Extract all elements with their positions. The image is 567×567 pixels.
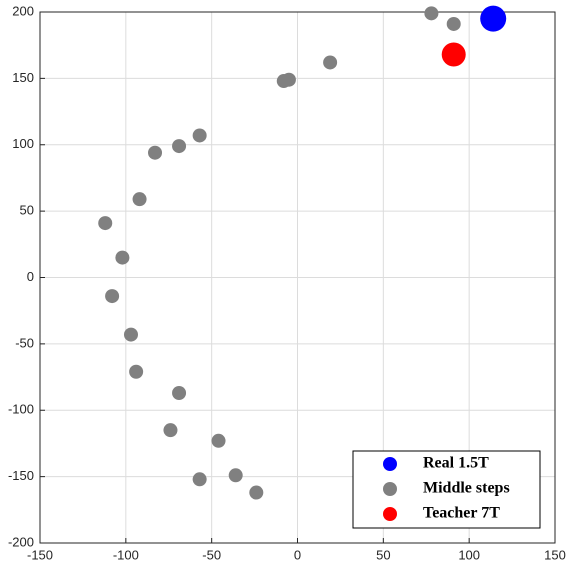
point [192,128,207,143]
y-tick-label: 200 [12,3,34,18]
point [105,289,120,304]
point [115,250,130,265]
point [480,5,507,32]
point [323,55,338,70]
legend-marker [383,482,397,496]
x-tick-label: -100 [113,547,139,562]
legend-marker [383,507,397,521]
x-tick-label: 0 [294,547,301,562]
x-tick-label: 100 [458,547,480,562]
point [192,472,207,487]
point [446,16,461,31]
point [172,385,187,400]
y-tick-label: -50 [15,335,34,350]
x-tick-label: 50 [376,547,390,562]
y-tick-label: -100 [8,402,34,417]
point [129,364,144,379]
point [163,423,178,438]
point [148,145,163,160]
y-tick-label: -200 [8,534,34,549]
point [172,139,187,154]
legend-label: Real 1.5T [423,455,489,472]
point [249,485,264,500]
point [276,74,291,89]
legend-label: Teacher 7T [423,505,500,522]
point [228,468,243,483]
plot-border [39,11,556,544]
legend-label: Middle steps [423,480,510,497]
point [132,192,147,207]
point [424,6,439,21]
y-tick-label: 150 [12,70,34,85]
y-tick-label: -150 [8,468,34,483]
x-tick-label: -150 [27,547,53,562]
y-tick-label: 0 [27,269,34,284]
point [441,42,466,67]
point [211,433,226,448]
y-tick-label: 50 [20,203,34,218]
point [98,216,113,231]
point [123,327,138,342]
x-tick-label: -50 [202,547,221,562]
legend-marker [383,457,397,471]
y-tick-label: 100 [12,136,34,151]
x-tick-label: 150 [544,547,566,562]
